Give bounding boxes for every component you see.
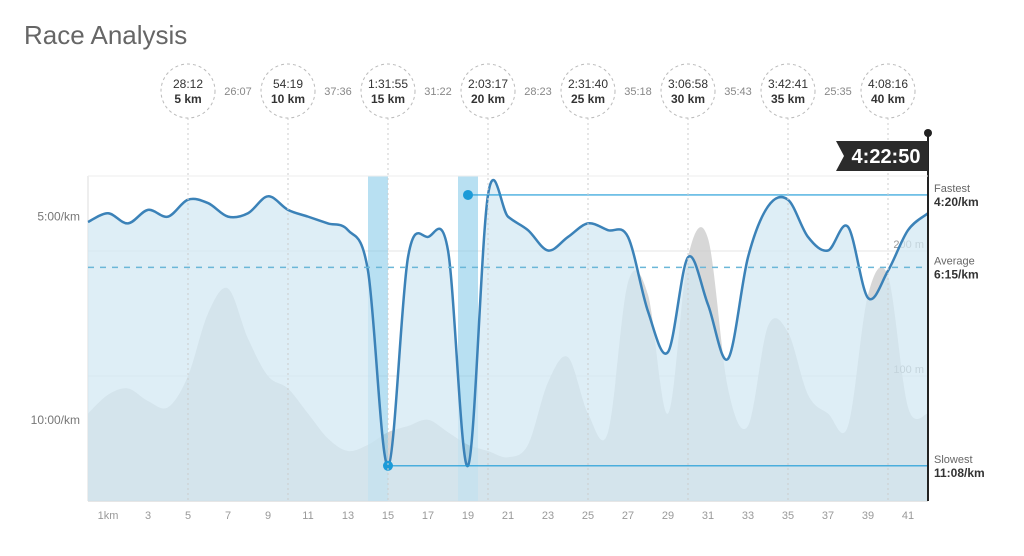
split-interval: 35:18: [624, 86, 652, 98]
x-axis-label: 13: [342, 510, 354, 522]
finish-pole-cap: [924, 129, 932, 137]
split-interval: 37:36: [324, 86, 352, 98]
split-time: 2:31:40: [568, 77, 608, 91]
split-marker: [261, 64, 315, 118]
x-axis-label: 25: [582, 510, 594, 522]
x-axis-label: 1km: [98, 510, 119, 522]
split-distance: 15 km: [371, 92, 405, 106]
split-distance: 30 km: [671, 92, 705, 106]
slowest-value: 11:08/km: [934, 466, 985, 480]
x-axis-label: 5: [185, 510, 191, 522]
x-axis-label: 9: [265, 510, 271, 522]
slowest-label: Slowest: [934, 454, 973, 466]
split-interval: 28:23: [524, 86, 552, 98]
pace-axis-label: 10:00/km: [31, 413, 80, 427]
split-time: 3:42:41: [768, 77, 808, 91]
x-axis-label: 3: [145, 510, 151, 522]
split-marker: [461, 64, 515, 118]
split-distance: 25 km: [571, 92, 605, 106]
page-title: Race Analysis: [24, 20, 1004, 51]
x-axis-label: 29: [662, 510, 674, 522]
split-time: 3:06:58: [668, 77, 708, 91]
split-distance: 10 km: [271, 92, 305, 106]
x-axis-label: 39: [862, 510, 874, 522]
x-axis-label: 15: [382, 510, 394, 522]
x-axis-label: 7: [225, 510, 231, 522]
pace-axis-label: 5:00/km: [37, 210, 80, 224]
split-marker: [761, 64, 815, 118]
race-analysis-chart: 100 m200 m5:00/km10:00/km1km357911131517…: [20, 61, 1004, 541]
split-time: 54:19: [273, 77, 303, 91]
split-time: 1:31:55: [368, 77, 408, 91]
split-time: 28:12: [173, 77, 203, 91]
split-marker: [661, 64, 715, 118]
split-interval: 25:35: [824, 86, 852, 98]
split-time: 4:08:16: [868, 77, 908, 91]
finish-time: 4:22:50: [852, 146, 921, 168]
x-axis-label: 17: [422, 510, 434, 522]
split-marker: [561, 64, 615, 118]
split-interval: 35:43: [724, 86, 752, 98]
split-marker: [361, 64, 415, 118]
x-axis-label: 31: [702, 510, 714, 522]
split-interval: 31:22: [424, 86, 452, 98]
average-label: Average: [934, 255, 975, 267]
split-distance: 40 km: [871, 92, 905, 106]
x-axis-label: 35: [782, 510, 794, 522]
fastest-marker: [463, 190, 473, 200]
fastest-label: Fastest: [934, 183, 970, 195]
x-axis-label: 23: [542, 510, 554, 522]
split-distance: 35 km: [771, 92, 805, 106]
split-marker: [161, 64, 215, 118]
x-axis-label: 19: [462, 510, 474, 522]
x-axis-label: 41: [902, 510, 914, 522]
x-axis-label: 11: [302, 510, 313, 522]
split-distance: 20 km: [471, 92, 505, 106]
x-axis-label: 27: [622, 510, 634, 522]
average-value: 6:15/km: [934, 267, 979, 281]
split-time: 2:03:17: [468, 77, 508, 91]
fastest-value: 4:20/km: [934, 195, 979, 209]
split-marker: [861, 64, 915, 118]
x-axis-label: 21: [502, 510, 514, 522]
split-distance: 5 km: [174, 92, 201, 106]
x-axis-label: 37: [822, 510, 834, 522]
x-axis-label: 33: [742, 510, 754, 522]
split-interval: 26:07: [224, 86, 252, 98]
